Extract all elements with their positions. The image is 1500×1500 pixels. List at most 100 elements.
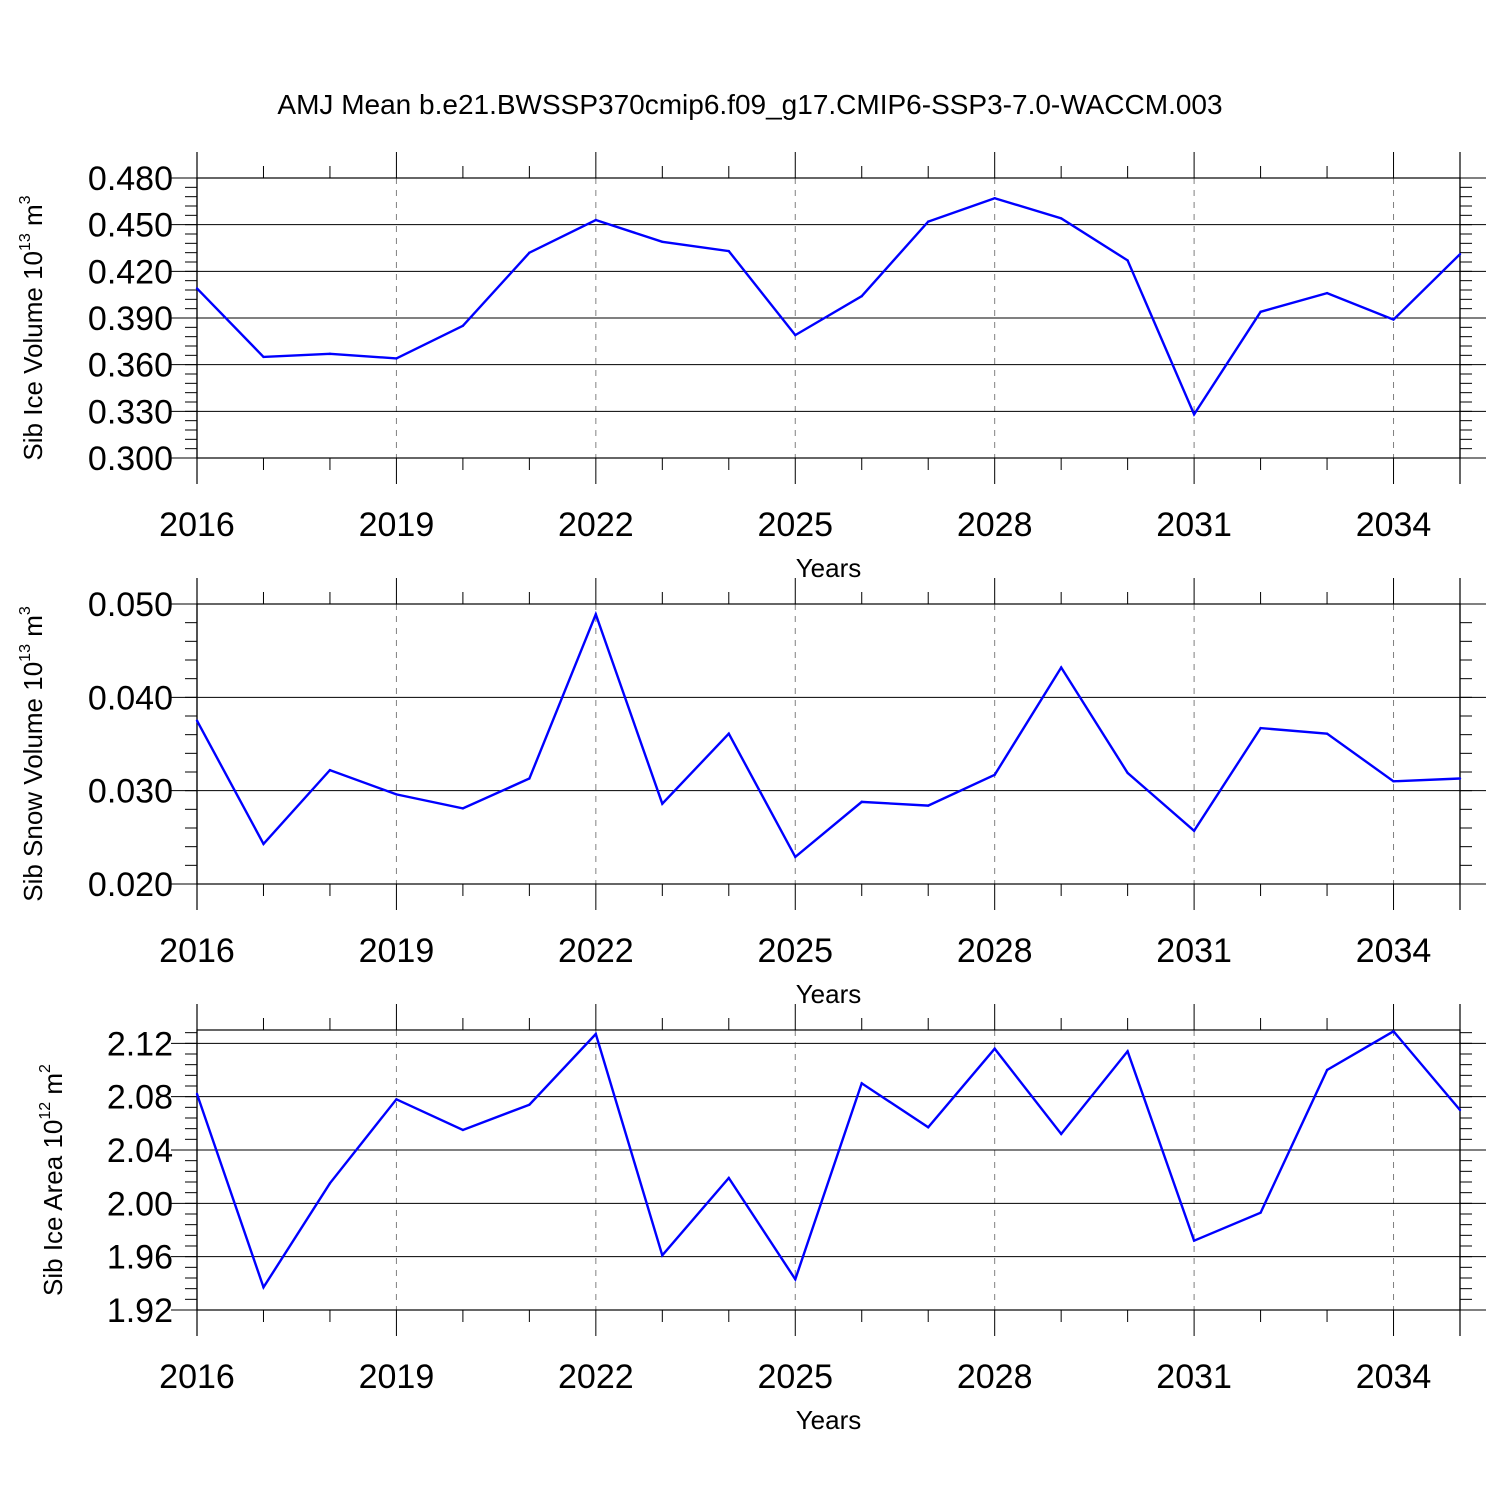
data-point (262, 842, 265, 846)
data-point (860, 800, 863, 804)
x-tick-label: 2031 (1156, 1358, 1232, 1396)
data-point (395, 357, 398, 360)
x-tick-label: 2019 (359, 506, 435, 544)
data-point (1259, 726, 1262, 730)
data-point (328, 1182, 332, 1185)
x-tick-label: 2022 (558, 506, 634, 544)
data-point (1059, 217, 1063, 220)
data-point (1192, 1239, 1196, 1242)
data-point (927, 1126, 930, 1129)
data-point (461, 324, 465, 327)
x-tick-label: 2028 (957, 506, 1033, 544)
data-point (1192, 413, 1196, 416)
data-point (727, 249, 730, 253)
data-point (1259, 310, 1262, 313)
chart-panel-2: 0.020 0.030 0.040 0.050 2016 2019 2022 2025 2028… (17, 578, 1486, 1009)
data-point (1392, 1030, 1395, 1033)
data-point (1325, 732, 1329, 735)
data-point (594, 613, 598, 616)
x-axis-title: Years (796, 979, 862, 1009)
y-tick-label: 0.300 (88, 440, 173, 478)
data-point (727, 1176, 730, 1180)
y-tick-label: 1.92 (107, 1292, 173, 1330)
data-point (794, 855, 797, 859)
data-point (461, 1128, 465, 1132)
data-point (1259, 1211, 1262, 1214)
y-axis-title: Sib Ice Volume 1013 m3 (17, 195, 48, 460)
data-point (1126, 771, 1129, 775)
data-point (860, 295, 863, 298)
x-tick-label: 2025 (757, 506, 833, 544)
data-point (1126, 259, 1129, 262)
data-point (528, 251, 531, 254)
x-tick-label: 2034 (1356, 1358, 1432, 1396)
y-tick-label: 0.480 (88, 160, 173, 198)
x-tick-label: 2028 (957, 1358, 1033, 1396)
y-tick-label: 0.420 (88, 253, 173, 291)
data-point (1059, 1132, 1063, 1136)
data-point (195, 287, 199, 290)
y-tick-label: 2.04 (107, 1132, 173, 1170)
series-line (195, 610, 1461, 859)
series-line (196, 196, 1461, 417)
data-point (1392, 780, 1395, 783)
series-line (195, 1029, 1461, 1291)
data-point (262, 355, 265, 359)
data-point (528, 777, 531, 780)
data-point (794, 333, 797, 337)
x-tick-label: 2019 (359, 1358, 435, 1396)
plot-frame (196, 603, 1461, 885)
x-tick-label: 2031 (1156, 932, 1232, 970)
data-point (528, 1103, 531, 1106)
data-point (395, 793, 398, 796)
data-point (1126, 1050, 1129, 1053)
data-point (1458, 777, 1462, 780)
y-tick-label: 0.030 (88, 773, 173, 811)
x-tick-label: 2016 (159, 932, 235, 970)
x-axis-title: Years (796, 553, 862, 583)
data-point (1392, 318, 1395, 321)
data-point (727, 732, 730, 735)
chart-panel-3: 1.92 1.96 2.00 2.04 2.08 2.12 2016 2019 2022 2025… (37, 1004, 1486, 1435)
y-axis-title: Sib Snow Volume 1013 m3 (17, 606, 48, 902)
data-point (195, 1092, 199, 1096)
y-tick-label: 1.96 (107, 1239, 173, 1277)
y-tick-label: 2.00 (107, 1185, 173, 1223)
data-point (262, 1286, 265, 1289)
figure-title: AMJ Mean b.e21.BWSSP370cmip6.f09_g17.CMI… (277, 89, 1222, 120)
data-point (661, 1254, 664, 1257)
data-point (927, 220, 930, 223)
data-point (927, 804, 930, 807)
data-point (461, 807, 465, 810)
y-tick-label: 0.020 (88, 866, 173, 904)
plot-frame (196, 1029, 1461, 1311)
data-point (1458, 253, 1462, 256)
data-point (195, 719, 199, 722)
x-tick-label: 2025 (757, 1358, 833, 1396)
data-point (395, 1098, 398, 1101)
y-tick-label: 0.390 (88, 300, 173, 338)
x-tick-label: 2016 (159, 506, 235, 544)
y-tick-label: 0.450 (88, 207, 173, 245)
data-point (993, 197, 996, 200)
data-point (1458, 1108, 1462, 1112)
data-point (1192, 829, 1196, 832)
x-tick-label: 2025 (757, 932, 833, 970)
data-point (328, 352, 332, 355)
data-point (328, 768, 332, 772)
data-point (860, 1082, 863, 1085)
y-tick-label: 0.050 (88, 586, 173, 624)
data-point (993, 773, 996, 776)
data-point (661, 802, 664, 805)
y-tick-label: 2.08 (107, 1079, 173, 1117)
y-tick-label: 0.330 (88, 393, 173, 431)
data-point (993, 1047, 996, 1050)
data-point (1059, 666, 1063, 669)
data-point (1325, 291, 1329, 295)
x-tick-label: 2031 (1156, 506, 1232, 544)
data-point (594, 1032, 598, 1036)
chart-panel-1: 0.300 0.330 0.360 0.390 0.420 0.450 0.480 2016 2… (17, 152, 1486, 583)
data-point (594, 218, 598, 222)
data-point (1325, 1068, 1329, 1072)
